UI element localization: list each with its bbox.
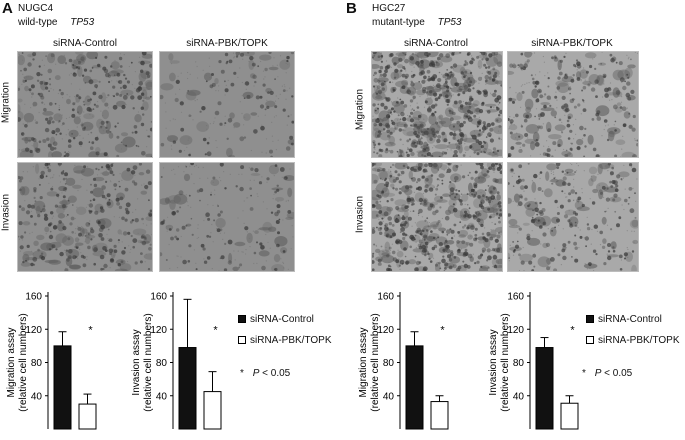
column-label-control: siRNA-Control — [53, 38, 117, 49]
significance-star: * — [570, 324, 575, 336]
cell-line-label: HGC27 — [372, 3, 406, 14]
row-label-migration: Migration — [354, 88, 366, 131]
legend-swatch-control — [586, 315, 594, 324]
row-label-invasion: Invasion — [354, 195, 366, 234]
row-label-invasion: Invasion — [0, 193, 12, 232]
y-tick-label: 160 — [25, 292, 42, 303]
cell-line-label: NUGC4 — [18, 3, 54, 14]
y-tick-label: 80 — [383, 358, 395, 369]
legend-item-control: siRNA-Control — [238, 314, 332, 325]
micrograph-invasion-knockdown — [159, 162, 295, 272]
legend-b: siRNA-Control siRNA-PBK/TOPK * P < 0.05 — [582, 314, 680, 379]
y-axis-label: Invasion assay — [488, 329, 499, 395]
bar — [535, 347, 554, 430]
y-axis-sublabel: (relative cell numbers) — [143, 313, 154, 411]
bar-chart-migration-a: Migration assay (relative cell numbers) 40… — [0, 280, 120, 440]
genotype-label: wild-type TP53 — [18, 17, 95, 28]
y-tick-label: 120 — [25, 325, 42, 336]
y-axis-label: Invasion assay — [131, 329, 142, 395]
legend-a: siRNA-Control siRNA-PBK/TOPK * P < 0.05 — [238, 314, 332, 379]
y-tick-label: 160 — [507, 292, 524, 303]
genotype-label: mutant-type TP53 — [372, 17, 462, 28]
y-tick-label: 160 — [150, 292, 167, 303]
legend-swatch-control — [238, 315, 246, 324]
legend-item-knockdown: siRNA-PBK/TOPK — [586, 335, 680, 346]
bar-chart-migration-b: Migration assay (relative cell numbers) 40… — [352, 280, 470, 440]
column-label-knockdown: siRNA-PBK/TOPK — [186, 38, 268, 49]
bar — [78, 403, 97, 430]
y-axis-label: Migration assay — [358, 327, 369, 397]
micrograph-migration-knockdown — [159, 51, 295, 158]
legend-swatch-knockdown — [586, 336, 594, 345]
bar-chart-invasion-b: Invasion assay (relative cell numbers) 40 8… — [482, 280, 600, 440]
panel-letter: A — [2, 0, 13, 17]
significance-note: * P < 0.05 — [582, 368, 633, 379]
micrograph-invasion-control — [371, 162, 503, 272]
y-tick-label: 120 — [377, 325, 394, 336]
y-tick-label: 40 — [383, 391, 395, 402]
y-tick-label: 80 — [513, 358, 525, 369]
bar-chart-invasion-a: Invasion assay (relative cell numbers) 40 8… — [125, 280, 245, 440]
y-tick-label: 120 — [507, 325, 524, 336]
y-axis-sublabel: (relative cell numbers) — [18, 313, 29, 411]
micrograph-invasion-control — [17, 162, 153, 272]
y-tick-label: 40 — [156, 391, 168, 402]
y-axis-label: Migration assay — [6, 327, 17, 397]
bar — [430, 401, 449, 430]
y-axis-sublabel: (relative cell numbers) — [370, 313, 381, 411]
y-tick-label: 160 — [377, 292, 394, 303]
y-tick-label: 120 — [150, 325, 167, 336]
panel-letter: B — [346, 0, 357, 17]
legend-item-control: siRNA-Control — [586, 314, 680, 325]
bar — [560, 402, 579, 430]
bar — [203, 391, 222, 430]
micrograph-migration-control — [17, 51, 153, 158]
micrograph-migration-knockdown — [507, 51, 639, 158]
column-label-control: siRNA-Control — [404, 38, 468, 49]
y-tick-label: 40 — [513, 391, 525, 402]
significance-star: * — [440, 324, 445, 336]
y-axis-sublabel: (relative cell numbers) — [500, 313, 511, 411]
bar — [178, 347, 197, 430]
micrograph-invasion-knockdown — [507, 162, 639, 272]
column-label-knockdown: siRNA-PBK/TOPK — [531, 38, 613, 49]
row-label-migration: Migration — [0, 81, 12, 124]
bar — [53, 345, 72, 430]
legend-item-knockdown: siRNA-PBK/TOPK — [238, 335, 332, 346]
y-tick-label: 80 — [31, 358, 43, 369]
significance-star: * — [213, 324, 218, 336]
legend-swatch-knockdown — [238, 336, 246, 345]
bar — [405, 345, 424, 430]
significance-note: * P < 0.05 — [240, 368, 291, 379]
significance-star: * — [88, 324, 93, 336]
y-tick-label: 40 — [31, 391, 43, 402]
y-tick-label: 80 — [156, 358, 168, 369]
micrograph-migration-control — [371, 51, 503, 158]
